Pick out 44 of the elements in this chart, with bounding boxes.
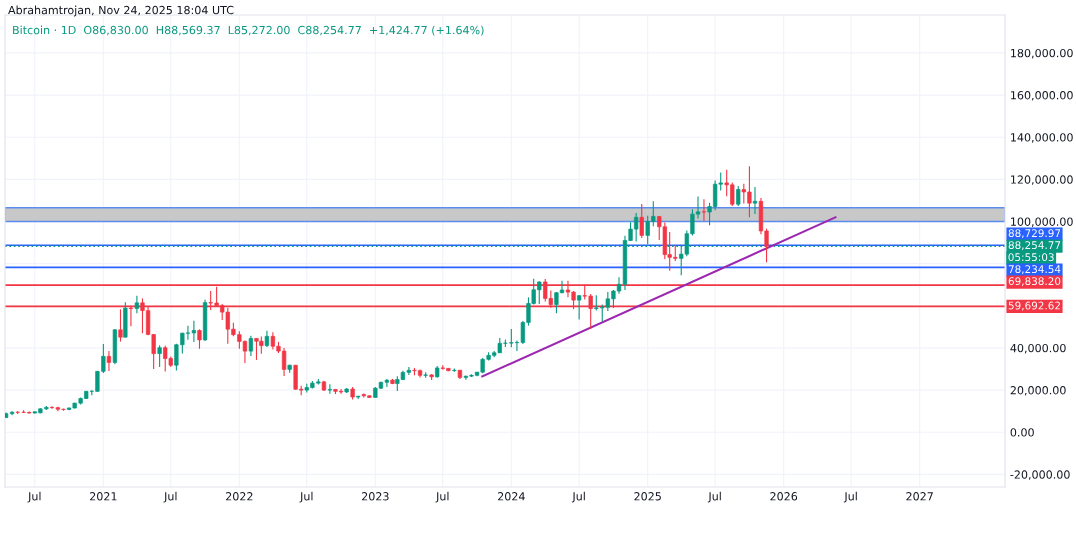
x-tick-label: Jul	[299, 491, 313, 503]
x-tick-label: 2021	[90, 492, 117, 501]
y-tick-label: 160,000.00	[1011, 91, 1073, 101]
candlestick	[577, 294, 582, 321]
candlestick	[639, 203, 644, 239]
y-tick-label: 0.00	[1010, 428, 1034, 437]
candlestick	[157, 344, 162, 368]
x-tick-label: Jul	[707, 491, 721, 503]
x-tick-label: Jul	[843, 491, 857, 503]
candlestick	[248, 335, 254, 357]
x-tick-label: 2026	[770, 492, 798, 501]
x-tick-label: Jul	[435, 491, 449, 503]
y-tick-label: 40,000.00	[1010, 343, 1066, 354]
x-tick-label: 2024	[498, 492, 525, 501]
candlestick	[9, 410, 15, 416]
candlestick	[134, 295, 140, 314]
y-tick-label: 120,000.00	[1011, 175, 1073, 185]
candlestick	[106, 350, 112, 372]
candlestick	[701, 198, 707, 222]
ref-line-label: 69,838.20	[1008, 277, 1061, 287]
ref-line-label: 59,692.62	[1008, 301, 1060, 311]
annotation: 05:55:03	[1008, 253, 1054, 262]
x-tick-label: 2022	[226, 492, 253, 501]
x-tick-label: Jul	[571, 491, 585, 503]
y-tick-label: 100,000.00	[1011, 217, 1073, 228]
x-tick-label: Jul	[163, 491, 177, 503]
ref-line-label: 88,729.97	[1008, 229, 1061, 239]
text: Bitcoin · 1D O86,830.00 H88,569.37 L85,272.00 C88,254.77 +1,424.77 (+1.64%)	[13, 25, 484, 36]
chart-subtitle: Abrahamtrojan, Nov 24, 2025 18:04 UTC	[8, 5, 234, 17]
y-tick-label: -20,000.00	[1010, 470, 1070, 480]
candlestick	[197, 328, 202, 350]
y-tick-label: 20,000.00	[1010, 386, 1066, 396]
candlestick	[118, 308, 123, 343]
ref-line-label: 88,254.77	[1008, 241, 1061, 251]
x-tick-label: 2027	[906, 492, 933, 501]
x-tick-label: Jul	[27, 491, 41, 503]
candlestick	[736, 185, 741, 207]
candlestick	[752, 186, 758, 215]
candlestick	[327, 383, 333, 395]
y-tick-label: 180,000.00	[1011, 48, 1073, 59]
x-tick-label: 2023	[362, 492, 389, 501]
y-tick-label: 140,000.00	[1011, 133, 1073, 143]
x-tick-label: 2025	[634, 492, 661, 501]
ref-line-label: 78,234.54	[1008, 265, 1061, 275]
